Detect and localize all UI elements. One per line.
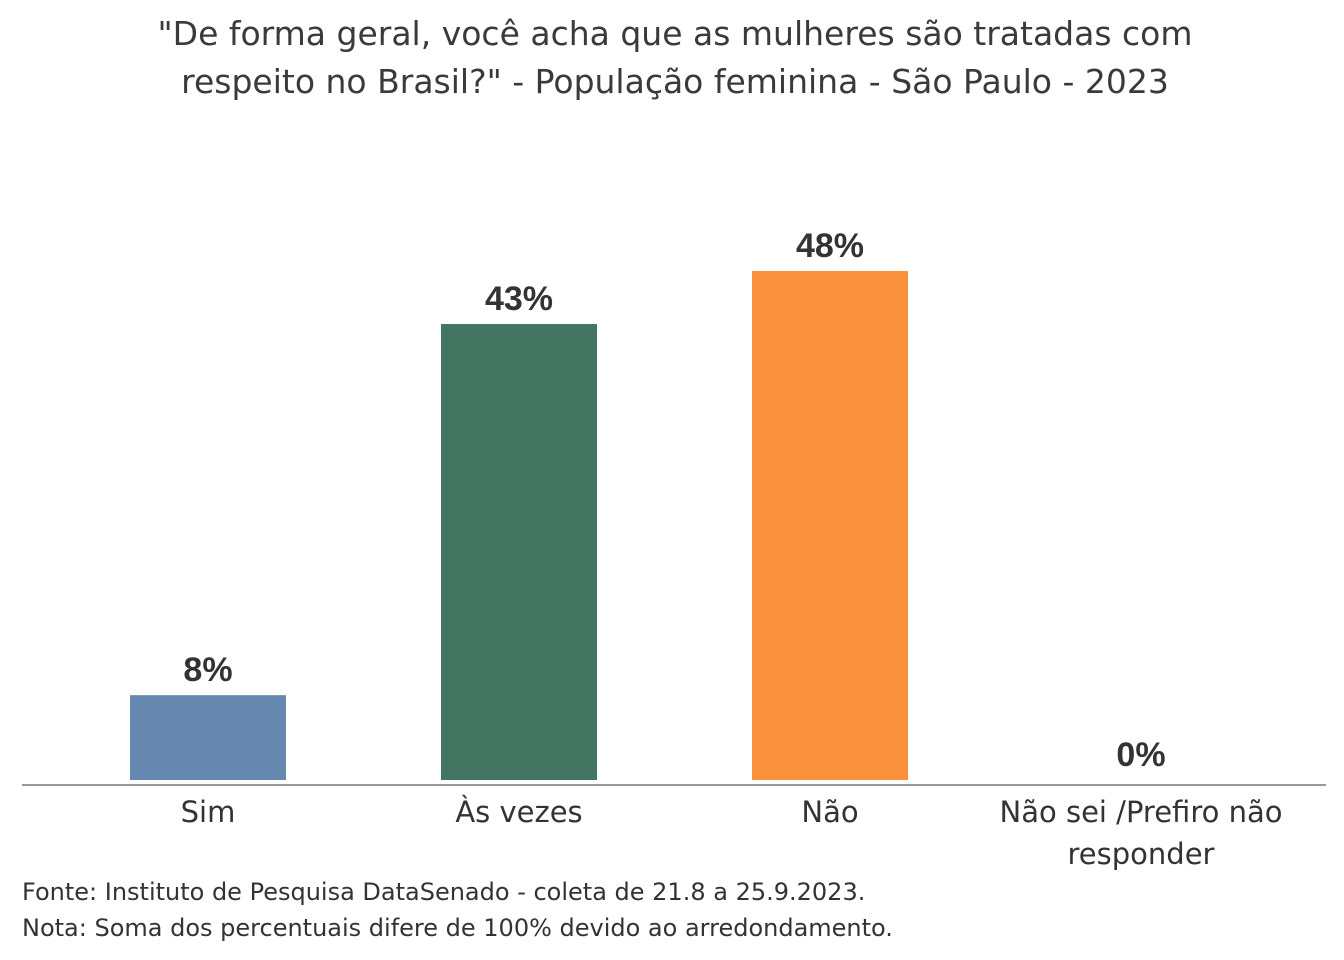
x-tick-label-4-line-2: responder [1068, 837, 1215, 870]
bar-chart: 8% Sim 43% Às vezes 48% Não 0% Não sei /Prefiro… [22, 227, 1326, 870]
bar-1 [130, 695, 286, 780]
data-label-4: 0% [1116, 736, 1165, 774]
source-note: Fonte: Instituto de Pesquisa DataSenado … [22, 878, 866, 906]
data-label-3: 48% [796, 227, 864, 265]
chart-footer: Fonte: Instituto de Pesquisa DataSenado … [22, 874, 893, 946]
bar-3 [752, 271, 908, 780]
x-tick-label-1: Sim [181, 795, 236, 829]
chart-title: "De forma geral, você acha que as mulher… [60, 10, 1290, 106]
rounding-note: Nota: Soma dos percentuais difere de 100… [22, 914, 893, 942]
bar-2 [441, 324, 597, 780]
data-label-1: 8% [183, 651, 232, 689]
chart-title-line-2: respeito no Brasil?" - População feminin… [181, 62, 1169, 101]
chart-title-line-1: "De forma geral, você acha que as mulher… [157, 14, 1193, 53]
x-tick-label-4-line-1: Não sei /Prefiro não [1000, 795, 1283, 829]
x-tick-label-2: Às vezes [455, 795, 582, 829]
x-tick-label-3: Não [801, 795, 858, 829]
data-label-2: 43% [485, 280, 553, 318]
